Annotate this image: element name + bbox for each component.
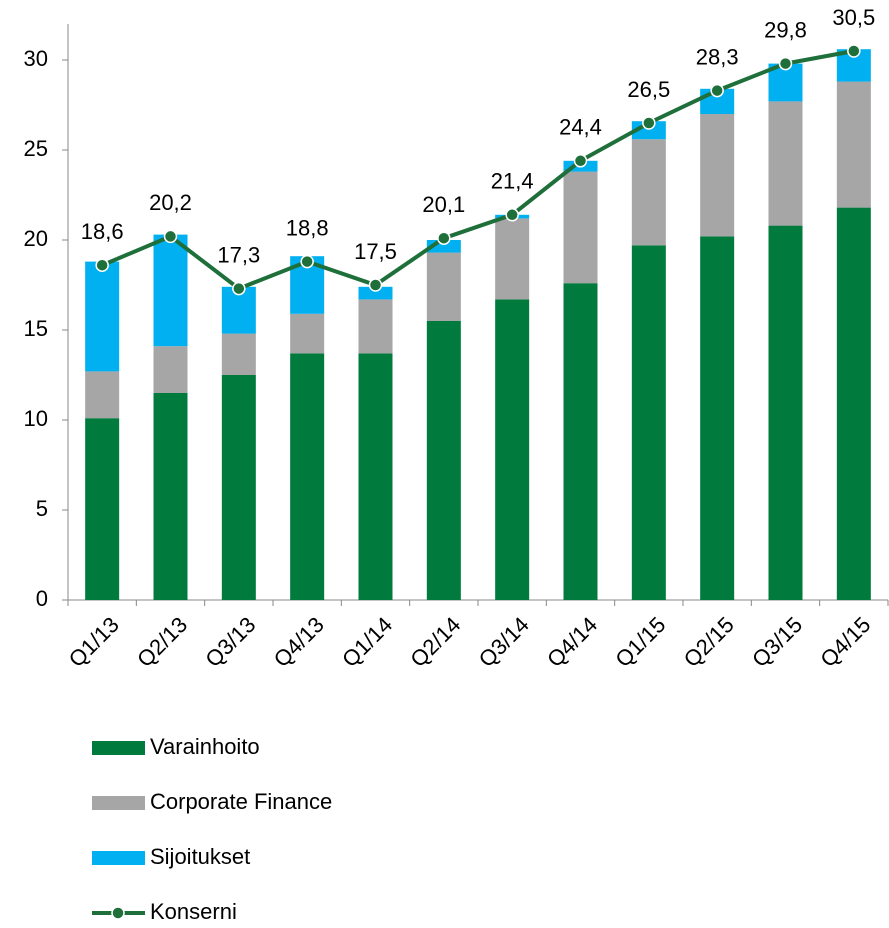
x-tick-label: Q3/14 [474,612,534,672]
bar-segment [153,346,188,393]
y-tick-label: 30 [24,46,48,71]
data-label: 30,5 [832,5,875,30]
x-tick-label: Q4/14 [542,612,602,672]
y-tick-label: 5 [36,496,48,521]
legend-label: Sijoitukset [150,844,250,869]
line-marker [710,83,724,98]
data-label: 18,6 [81,219,124,244]
bar-segment [358,353,393,600]
data-label: 17,3 [217,242,260,267]
y-tick-label: 20 [24,226,48,251]
bar-segment [495,299,530,600]
x-tick-label: Q2/14 [405,612,465,672]
y-tick-label: 10 [24,406,48,431]
legend-swatch [92,741,145,755]
line-marker [437,231,451,245]
bar-segment [221,333,256,375]
bar-segment [563,171,598,284]
x-tick-label: Q2/13 [132,612,192,672]
data-label: 17,5 [354,239,397,264]
x-tick-label: Q1/13 [64,612,124,672]
bar-segment [836,207,871,600]
x-tick-label: Q1/15 [610,612,670,672]
bar-segment [836,81,871,208]
x-tick-label: Q2/15 [679,612,739,672]
bar-segment [290,313,325,354]
y-tick-label: 0 [36,586,48,611]
data-label: 24,4 [559,115,602,140]
x-tick-label: Q4/15 [815,612,875,672]
x-tick-label: Q1/14 [337,612,397,672]
line-marker [368,278,383,292]
legend-swatch [92,796,145,810]
data-label: 26,5 [627,77,670,102]
bar-segment [85,418,120,600]
bar-segment [221,375,256,600]
data-label: 20,1 [422,192,465,217]
bar-segment [85,261,120,372]
bar-segment [631,139,666,246]
bar-segment [631,245,666,600]
line-marker [232,281,246,296]
bar-segment [358,299,393,354]
legend-label: Konserni [150,899,237,924]
bar-segment [700,114,735,237]
data-label: 20,2 [149,190,192,215]
bar-segment [153,234,188,347]
bar-segment [85,371,120,419]
line-marker [778,56,793,71]
x-tick-label: Q3/13 [200,612,260,672]
bar-segment [768,101,803,226]
line-marker [95,258,109,272]
data-label: 28,3 [696,44,739,69]
legend-label: Corporate Finance [150,789,332,814]
bar-segment [426,252,461,321]
line [101,49,855,291]
bar-segment [700,236,735,600]
line-marker [300,254,314,269]
legend-swatch [92,851,145,865]
x-tick-label: Q3/15 [747,612,807,672]
line-marker [505,208,519,222]
bar-segment [153,393,188,600]
bar-segment [290,353,325,600]
bar-segment [358,286,393,300]
bar-segment [426,321,461,600]
data-label: 18,8 [286,215,329,240]
bar-segment [495,218,530,300]
data-label: 29,8 [764,17,807,42]
x-tick-label: Q4/13 [269,612,329,672]
y-tick-label: 15 [24,316,48,341]
line-marker [642,116,656,130]
line-marker [573,154,588,168]
bar-segment [563,283,598,600]
y-tick-label: 25 [24,136,48,161]
line-marker [847,44,861,58]
line-marker [163,229,178,244]
legend-marker [111,906,125,920]
legend-label: Varainhoito [150,734,260,759]
bar-segment [768,225,803,600]
data-label: 21,4 [491,169,534,194]
